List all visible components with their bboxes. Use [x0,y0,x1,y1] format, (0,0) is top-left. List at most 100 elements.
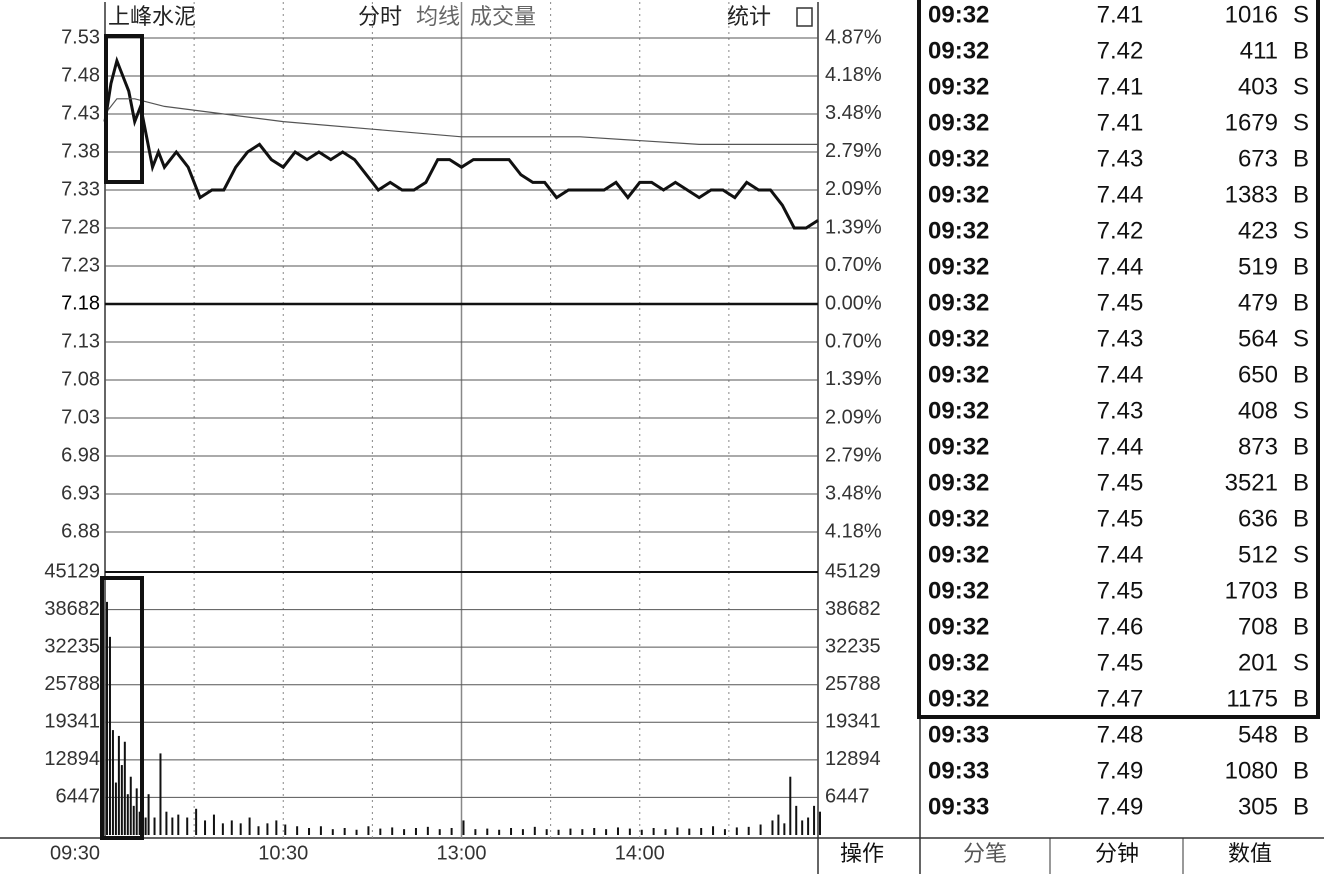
highlight-box [100,576,144,840]
trade-volume: 564 [1238,325,1278,352]
y2-tick-label: 1.39% [825,216,882,238]
volume-bar [331,829,334,835]
volume-bar [557,829,560,835]
y2-tick-label: 4.18% [825,64,882,86]
trade-volume: 636 [1238,505,1278,532]
x-tick-label: 14:00 [615,842,665,864]
trade-volume: 479 [1238,289,1278,316]
highlight-box [917,0,1320,719]
volume-bar [257,826,260,835]
trade-price: 7.43 [1097,397,1144,424]
action-tab[interactable]: 操作 [840,841,884,866]
trade-price: 7.42 [1097,217,1144,244]
volume-bar [248,817,251,835]
volume-bar [747,826,750,835]
volume-bar [819,811,821,835]
trade-time: 09:32 [928,433,989,460]
volume-bar [111,730,114,835]
volume-bar [355,829,358,835]
volume-bar [391,827,394,835]
volume-bar [275,820,278,835]
trade-time: 09:32 [928,1,989,28]
tab[interactable]: 分钟 [1095,841,1139,866]
trade-price: 7.44 [1097,433,1144,460]
y2-tick-label: 25788 [825,673,881,695]
volume-bar [135,788,138,835]
y-tick-label: 25788 [44,673,100,695]
y-tick-label: 19341 [44,711,100,733]
trade-time: 09:32 [928,253,989,280]
y2-tick-label: 4.18% [825,521,882,543]
trade-side: B [1293,433,1309,460]
trade-time: 09:33 [928,721,989,748]
tab[interactable]: 数值 [1228,841,1272,866]
trade-volume: 519 [1238,253,1278,280]
trade-side: B [1293,613,1309,640]
volume-bar [123,741,126,835]
vol-toggle[interactable]: 成交量 [470,4,536,29]
volume-bar [129,776,132,835]
mode-tab[interactable]: 分时 [358,4,402,29]
y2-tick-label: 0.70% [825,331,882,353]
trade-time: 09:32 [928,685,989,712]
trade-volume: 512 [1238,541,1278,568]
volume-bar [771,820,774,835]
volume-bar [177,814,180,835]
trade-time: 09:32 [928,397,989,424]
trade-price: 7.46 [1097,613,1144,640]
x-tick-label: 10:30 [258,842,308,864]
price-line [104,98,818,145]
y-tick-label: 38682 [44,598,100,620]
y-tick-label: 7.03 [61,406,100,428]
volume-bar [171,817,174,835]
trade-side: S [1293,109,1309,136]
avg-toggle[interactable]: 均线 [416,4,460,29]
y2-tick-label: 3.48% [825,102,882,124]
y2-tick-label: 0.00% [825,292,882,314]
trade-price: 7.45 [1097,649,1144,676]
trade-price: 7.45 [1097,469,1144,496]
trade-price: 7.49 [1097,793,1144,820]
volume-bar [628,828,631,835]
trade-side: S [1293,541,1309,568]
volume-bar [186,817,189,835]
trade-side: B [1293,37,1309,64]
volume-bar [147,794,150,835]
trade-price: 7.48 [1097,721,1144,748]
y-tick-label: 6.88 [61,520,100,542]
volume-bar [759,824,762,835]
volume-bar [616,827,619,835]
volume-bar [284,824,287,835]
volume-bar [159,753,162,835]
trade-time: 09:32 [928,109,989,136]
trade-price: 7.44 [1097,361,1144,388]
trade-side: B [1293,721,1309,748]
y2-tick-label: 3.48% [825,482,882,504]
y2-tick-label: 2.09% [825,406,882,428]
volume-bar [266,823,269,835]
volume-bar [438,829,441,835]
y2-tick-label: 1.39% [825,368,882,390]
volume-bar [498,829,501,835]
stats-button[interactable]: 统计 [727,4,771,29]
volume-bar [144,817,147,835]
volume-bar [367,826,370,835]
trade-price: 7.45 [1097,505,1144,532]
volume-bar [462,820,465,835]
trade-volume: 201 [1238,649,1278,676]
y-tick-label: 32235 [44,635,100,657]
checkbox[interactable] [796,7,813,27]
trade-price: 7.44 [1097,253,1144,280]
y2-tick-label: 38682 [825,598,881,620]
trade-time: 09:33 [928,757,989,784]
volume-bar [403,829,406,835]
volume-bar [379,828,382,835]
volume-bar [533,826,536,835]
volume-bar [783,823,786,835]
volume-bar [712,826,715,835]
trade-side: B [1293,577,1309,604]
volume-bar [676,827,679,835]
volume-bar [593,828,596,835]
tab[interactable]: 分笔 [963,841,1007,866]
y2-tick-label: 2.79% [825,140,882,162]
